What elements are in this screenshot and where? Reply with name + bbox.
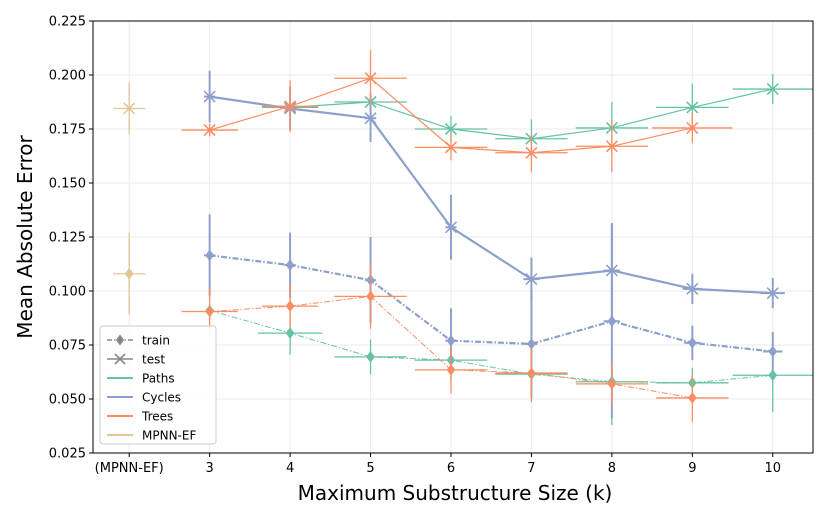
x-tick-label: (MPNN-EF) <box>95 461 164 476</box>
ticks: (MPNN-EF) 3 4 5 6 7 8 9 10 0.025 0.050 0.075 0.100 0.… <box>49 15 781 477</box>
series-cycles-test <box>203 70 785 318</box>
test-point-marker <box>605 140 618 153</box>
series-mpnn-ef-test <box>113 82 146 135</box>
legend-label: Paths <box>142 372 175 386</box>
legend-entry-cycles: Cycles <box>107 391 181 405</box>
train-point-marker <box>124 267 134 280</box>
test-point-marker <box>203 124 216 137</box>
legend-x-marker <box>114 353 126 365</box>
legend-entry-train: train <box>107 334 170 348</box>
y-tick-label: 0.100 <box>49 285 86 300</box>
test-point-marker <box>766 82 779 96</box>
series-mpnn-ef-train <box>113 232 146 315</box>
y-tick-label: 0.125 <box>49 231 86 246</box>
train-point-marker <box>446 363 456 376</box>
legend-diamond-marker <box>116 334 124 346</box>
test-point-marker <box>444 141 458 154</box>
train-point-marker <box>205 305 215 318</box>
legend-label: MPNN-EF <box>142 429 196 443</box>
test-point-marker <box>444 122 458 136</box>
train-point-marker <box>607 377 617 390</box>
test-point-marker <box>444 221 458 234</box>
legend-entry-test: test <box>107 353 165 367</box>
test-point-marker <box>686 121 699 134</box>
series-paths-train <box>205 304 813 425</box>
series-trees-test <box>181 50 733 173</box>
y-tick-label: 0.050 <box>49 393 86 408</box>
legend-label: test <box>142 353 165 367</box>
train-point-marker <box>285 327 295 340</box>
test-point-marker <box>525 273 538 286</box>
series-line <box>209 95 773 295</box>
legend-label: train <box>142 334 170 348</box>
train-point-marker <box>687 392 697 404</box>
train-point-marker <box>768 369 778 382</box>
y-tick-label: 0.150 <box>49 177 86 192</box>
test-point-marker <box>123 102 136 115</box>
x-tick-label: 4 <box>286 461 294 476</box>
x-tick-label: 8 <box>608 461 616 476</box>
train-point-marker <box>768 345 778 358</box>
y-tick-label: 0.075 <box>49 339 86 354</box>
x-tick-label: 10 <box>765 461 782 476</box>
train-point-marker <box>285 259 295 271</box>
series-line <box>209 254 773 353</box>
y-axis-label: Mean Absolute Error <box>13 135 37 339</box>
x-axis-label: Maximum Substructure Size (k) <box>298 481 613 505</box>
x-tick-label: 9 <box>688 461 696 476</box>
test-point-marker <box>766 287 779 300</box>
test-point-marker <box>525 146 538 159</box>
legend-label: Trees <box>141 410 173 424</box>
y-tick-label: 0.175 <box>49 123 86 138</box>
train-point-marker <box>687 336 697 349</box>
train-point-marker <box>526 367 536 379</box>
legend-label: Cycles <box>142 391 181 405</box>
train-point-marker <box>607 315 617 328</box>
series-cycles-train <box>204 214 783 419</box>
train-point-marker <box>285 300 295 313</box>
test-point-marker <box>686 282 699 295</box>
train-point-marker <box>366 290 375 303</box>
x-tick-label: 5 <box>366 461 374 476</box>
test-point-marker <box>203 90 216 103</box>
test-point-marker <box>686 101 699 114</box>
train-point-marker <box>205 249 215 262</box>
series-trees-train <box>181 264 729 422</box>
x-tick-label: 7 <box>527 461 535 476</box>
x-tick-label: 3 <box>206 461 214 476</box>
test-point-marker <box>364 72 377 85</box>
legend: train test Paths Cycles Trees MPNN-EF <box>99 325 217 445</box>
y-tick-label: 0.200 <box>49 69 86 84</box>
legend-entry-mpnn-ef: MPNN-EF <box>107 429 196 443</box>
test-point-marker <box>364 112 377 125</box>
train-point-marker <box>366 350 375 363</box>
x-tick-label: 6 <box>447 461 455 476</box>
legend-entry-paths: Paths <box>107 372 175 386</box>
legend-entry-trees: Trees <box>107 410 173 424</box>
plot-series <box>113 50 813 425</box>
y-tick-label: 0.225 <box>49 15 86 30</box>
test-point-marker <box>284 100 297 113</box>
y-tick-label: 0.025 <box>49 447 86 462</box>
legend-box <box>99 325 217 445</box>
